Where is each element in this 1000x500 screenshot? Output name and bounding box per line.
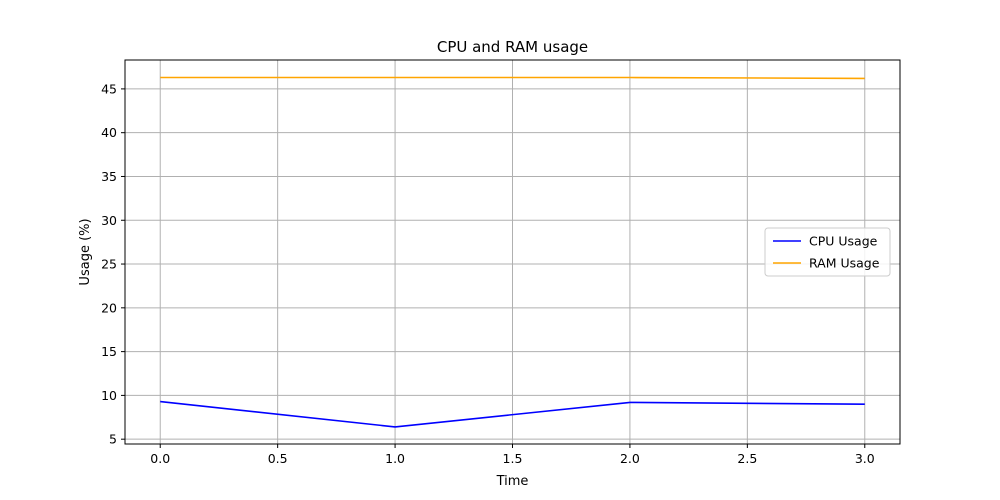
y-tick-label: 10 [101,388,117,403]
y-tick-label: 5 [109,432,117,447]
x-tick-label: 1.0 [385,451,405,466]
x-tick-label: 1.5 [503,451,523,466]
y-tick-label: 25 [101,257,117,272]
y-tick-label: 45 [101,81,117,96]
legend: CPU Usage RAM Usage [764,227,891,277]
x-tick-label: 2.0 [620,451,640,466]
series-line-cpu-usage [160,400,865,428]
x-tick-label: 0.0 [150,451,170,466]
legend-box [764,227,891,277]
y-axis-ticks: 5 10 15 20 25 30 35 40 45 [101,81,125,447]
chart-title: CPU and RAM usage [437,38,588,56]
legend-label-ram-usage: RAM Usage [809,256,880,271]
x-axis-label: Time [496,474,529,489]
y-axis-label: Usage (%) [78,218,93,285]
y-tick-label: 40 [101,125,117,140]
y-tick-label: 20 [101,300,117,315]
y-tick-label: 35 [101,169,117,184]
x-tick-label: 3.0 [855,451,875,466]
series-layer [160,76,865,428]
legend-label-cpu-usage: CPU Usage [809,234,878,249]
x-tick-label: 2.5 [737,451,757,466]
x-tick-label: 0.5 [268,451,288,466]
x-axis-ticks: 0.0 0.5 1.0 1.5 2.0 2.5 3.0 [150,444,875,466]
grid [125,60,900,444]
y-tick-label: 15 [101,344,117,359]
y-tick-label: 30 [101,213,117,228]
series-line-ram-usage [160,76,865,80]
